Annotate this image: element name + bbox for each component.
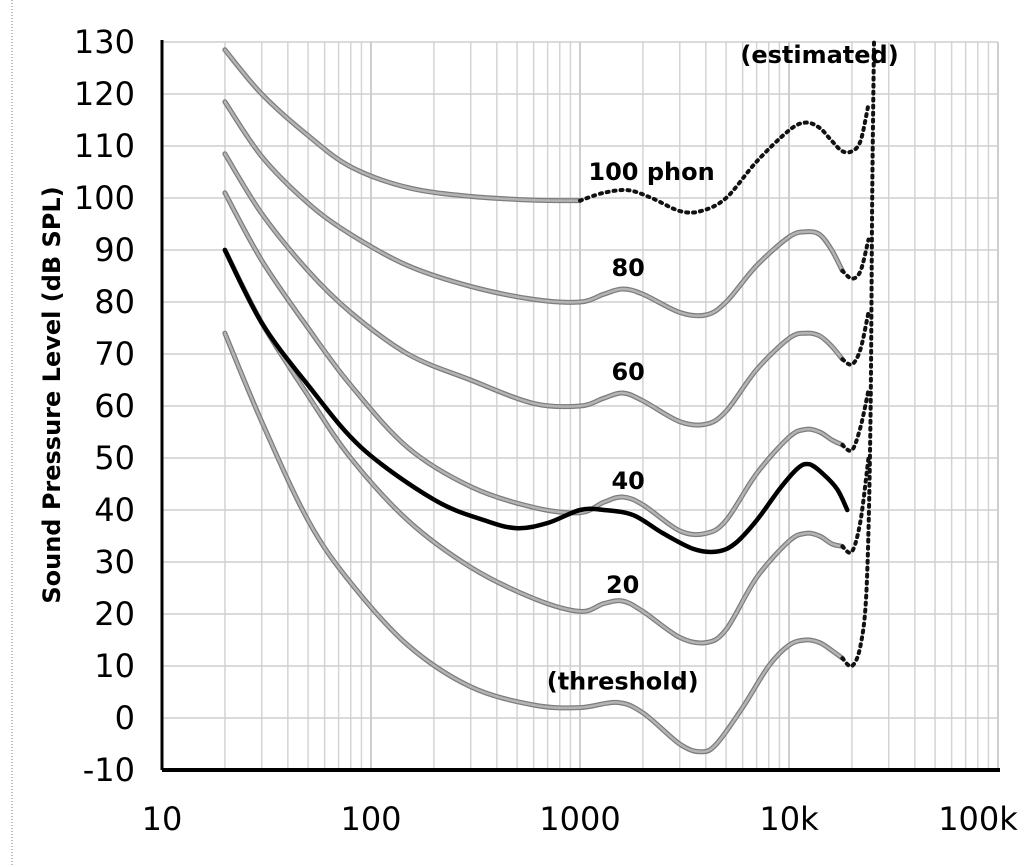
contour-5-estimated <box>578 102 871 215</box>
y-tick-label: 60 <box>94 387 135 425</box>
y-tick-label: 100 <box>74 179 135 217</box>
y-tick-label: -10 <box>83 751 135 789</box>
contour-4-estimated <box>840 237 871 281</box>
y-tick-label: 50 <box>94 439 135 477</box>
contour-1-estimated <box>840 456 871 555</box>
contour-1 <box>223 248 844 645</box>
y-tick-label: 120 <box>74 75 135 113</box>
y-tick-label: 40 <box>94 491 135 529</box>
annotation-label: (estimated) <box>740 41 898 69</box>
contour-2 <box>223 191 844 536</box>
x-tick-labels: 10 100 1000 10k 100k <box>142 800 1019 838</box>
y-tick-label: 130 <box>74 23 135 61</box>
y-tick-label: 70 <box>94 335 135 373</box>
annotation-label: 40 <box>611 467 644 495</box>
y-axis-label: Sound Pressure Level (dB SPL) <box>38 186 66 603</box>
y-tick-label: 80 <box>94 283 135 321</box>
x-tick-label: 100k <box>938 800 1018 838</box>
y-tick-label: 30 <box>94 543 135 581</box>
contour-3-estimated <box>840 310 871 367</box>
x-tick-label: 100 <box>340 800 401 838</box>
annotation-label: 20 <box>606 571 639 599</box>
x-tick-label: 10 <box>142 800 183 838</box>
y-tick-label: 110 <box>74 127 135 165</box>
y-tick-label: 20 <box>94 595 135 633</box>
annotation-label: 100 phon <box>588 158 714 186</box>
contour-4 <box>223 100 844 318</box>
annotation-label: (threshold) <box>547 667 699 695</box>
annotations: (estimated) 100 phon 80 60 40 20 (threshold) <box>547 41 899 696</box>
axes <box>160 40 1000 772</box>
contour-0 <box>223 331 844 754</box>
contour-2-estimated <box>840 388 871 453</box>
series-group <box>222 40 876 755</box>
contour-3 <box>223 152 844 427</box>
measured-curve <box>222 247 850 555</box>
y-tick-label: 10 <box>94 647 135 685</box>
annotation-label: 80 <box>611 254 644 282</box>
x-tick-label: 1000 <box>539 800 620 838</box>
contour-5 <box>223 48 582 202</box>
y-tick-label: 0 <box>115 699 135 737</box>
y-tick-label: 90 <box>94 231 135 269</box>
contour-0-estimated <box>840 40 876 669</box>
x-tick-label: 10k <box>759 800 819 838</box>
annotation-label: 60 <box>611 358 644 386</box>
